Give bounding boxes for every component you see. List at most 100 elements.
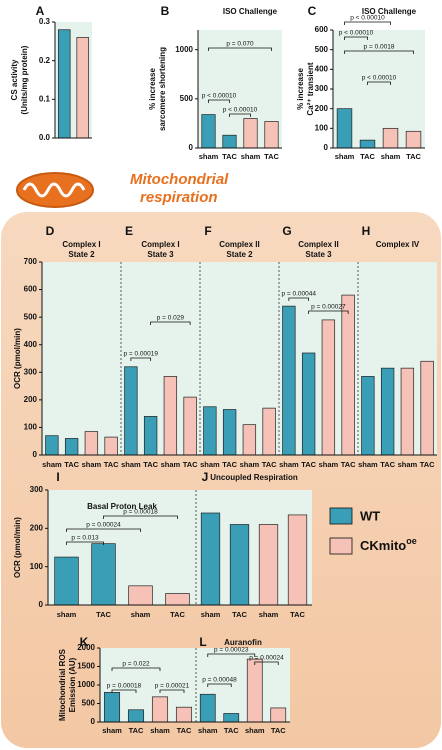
significance-bracket [111,689,137,693]
panel-title: State 3 [147,250,174,259]
y-tick-label: 500 [24,312,38,321]
x-tick-label: TAC [222,460,237,469]
x-tick-label: sham [198,726,218,735]
x-tick-label: TAC [290,610,305,619]
y-axis-label: Mitochondrial ROS [58,648,67,721]
y-tick-label: 500 [315,45,329,54]
bar [282,305,296,456]
y-tick-label: 0.2 [39,56,51,65]
p-value: p = 0.00048 [202,677,237,684]
p-value: p = 0.00023 [214,647,249,654]
x-tick-label: sham [279,460,299,469]
bar [341,294,355,456]
panel-letter: G [282,224,291,238]
bar [84,431,99,456]
bar [301,352,316,456]
panel-letter: L [199,635,206,649]
x-tick-label: sham [121,460,141,469]
y-tick-label: 100 [315,123,329,132]
y-tick-label: 100 [24,423,38,432]
significance-bracket [254,661,279,665]
x-tick-label: sham [335,152,355,161]
bar [143,416,158,456]
x-tick-label: TAC [262,460,277,469]
x-tick-label: TAC [360,152,375,161]
y-axis-label: sarcomere shortening [158,47,167,131]
significance-bracket [159,689,185,693]
x-tick-label: sham [102,726,122,735]
y-tick-label: 1500 [77,662,95,671]
bar [420,360,434,456]
x-tick-label: sham [42,460,62,469]
y-axis-label: Ca²⁺ transient [306,62,315,115]
y-tick-label: 2000 [77,643,95,652]
bar [400,367,415,456]
p-value: p = 0.013 [71,535,99,542]
p-value: p < 0.00010 [202,93,237,100]
section-title: respiration [140,189,218,206]
y-axis-label: Emission (AU) [68,657,77,712]
legend-swatch [329,507,353,525]
bar [103,692,121,723]
p-value: p = 0.029 [157,315,185,322]
x-tick-label: TAC [232,610,247,619]
bar [336,108,353,149]
bar [91,543,116,606]
bar [54,556,79,606]
bar [200,512,221,606]
p-value: p = 0.00027 [311,304,346,311]
p-value: p = 0.00024 [86,522,121,529]
p-value: p = 0.022 [122,661,150,668]
x-tick-label: TAC [224,726,239,735]
y-tick-label: 600 [315,25,329,34]
significance-bracket [111,667,161,671]
y-tick-label: 700 [24,257,38,266]
bar [199,693,216,723]
panel-letter: F [204,224,211,238]
x-tick-label: sham [131,610,151,619]
panel-title: Uncoupled Respiration [210,473,298,482]
p-value: p = 0.00019 [123,351,158,358]
x-tick-label: TAC [170,610,185,619]
plot-background [42,262,437,455]
bar [57,29,71,139]
bar [127,709,145,723]
panel-title: Complex I [141,240,179,249]
y-tick-label: 0 [324,143,329,152]
section-title: Mitochondrial [130,171,229,188]
panel-letter: H [362,224,371,238]
p-value: p = 0.00021 [155,683,190,690]
panel-letter: K [80,635,89,649]
y-axis-label: % increase [296,68,305,110]
panel-letter: E [125,224,133,238]
p-value: p = 0.070 [226,41,254,48]
bar [262,407,276,456]
y-tick-label: 0.3 [39,17,51,26]
y-tick-label: 100 [30,562,44,571]
x-tick-label: sham [240,460,260,469]
legend-label: WT [360,508,380,523]
y-tick-label: 600 [24,285,38,294]
bar [270,707,287,723]
y-axis-label: CS activity [10,59,19,100]
x-tick-label: TAC [301,460,316,469]
significance-bracket [207,653,256,657]
bar [264,121,279,149]
bar [76,37,90,139]
significance-bracket [288,297,310,301]
x-tick-label: TAC [177,726,192,735]
panel-title: State 3 [305,250,332,259]
panel-letter: C [308,4,317,18]
x-tick-label: TAC [341,460,356,469]
y-tick-label: 0 [33,450,38,459]
bar [203,406,217,456]
y-axis-label: (Units/mg protein) [20,45,29,114]
x-tick-label: sham [150,726,170,735]
x-tick-label: TAC [222,152,237,161]
panel-title: ISO Challenge [362,7,417,16]
significance-bracket [208,99,230,103]
y-axis-label: OCR (pmol/min) [13,517,22,578]
p-value: p < 0.00010 [223,107,258,114]
significance-bracket [367,81,391,85]
